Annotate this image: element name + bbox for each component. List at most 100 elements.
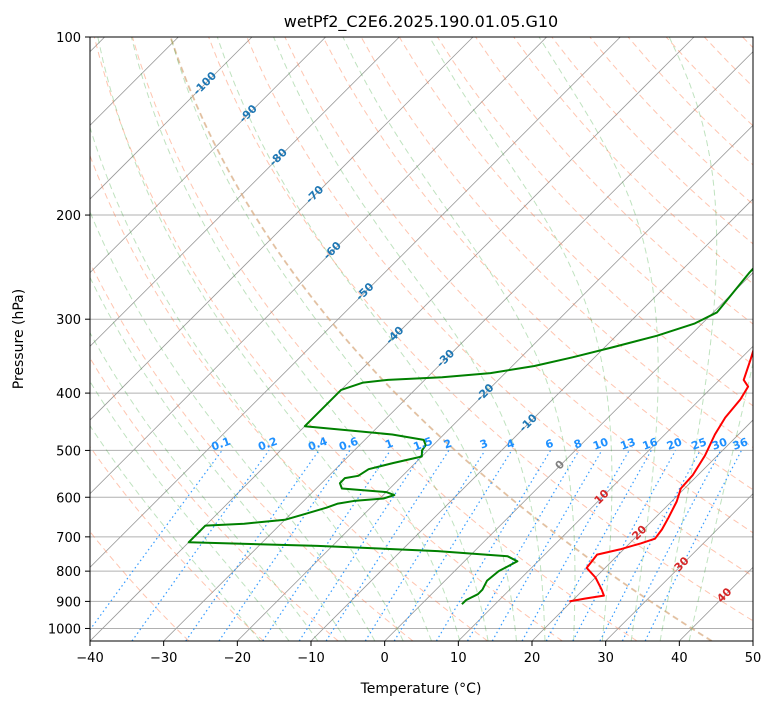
mixing-ratio-line (572, 450, 677, 641)
moist-adiabat (90, 210, 376, 641)
mixing-ratio-label: 1.5 (412, 435, 435, 454)
skewed-isotherm (90, 37, 621, 568)
dry-adiabat (90, 261, 414, 641)
skewed-isotherm-gridlines (90, 37, 753, 641)
skewed-isotherm (310, 198, 753, 641)
dry-adiabat (475, 37, 753, 325)
temperature-profile (569, 348, 753, 603)
y-tick-label: 800 (56, 565, 81, 580)
y-axis-ticks: 100 200 300 400 500 600 700 800 900 1000 (48, 31, 90, 637)
y-tick-label: 200 (56, 209, 81, 224)
skewed-isotherm (531, 419, 753, 641)
dry-adiabat (322, 37, 753, 491)
mixing-ratio-label: 30 (710, 435, 729, 453)
mixing-ratio-label: 16 (641, 435, 660, 453)
dewpoint-profile (187, 267, 753, 605)
moist-adiabat (429, 37, 613, 641)
moist-adiabat (273, 37, 546, 641)
x-tick-label: −30 (150, 651, 177, 666)
mixing-ratio-label: 0.1 (210, 435, 233, 454)
mixing-ratio-line (364, 450, 486, 641)
mixing-ratio-label: 20 (665, 435, 684, 453)
moist-adiabat (659, 37, 718, 641)
mixing-ratio-line (393, 450, 513, 641)
mixing-ratio-label: 2 (442, 437, 454, 452)
y-tick-label: 400 (56, 387, 81, 402)
moist-adiabat (538, 37, 659, 641)
x-axis-label: Temperature (°C) (360, 681, 482, 697)
moist-adiabat (90, 276, 347, 641)
skewed-isotherm (163, 51, 753, 641)
moist-adiabat (90, 424, 261, 641)
mixing-ratio-line (644, 450, 743, 641)
skewed-isotherm (384, 272, 753, 641)
mixing-ratio-label: 0.4 (306, 435, 329, 454)
moist-adiabats (90, 37, 753, 641)
mixing-ratio-label: 0.6 (337, 435, 360, 454)
sounding-profiles (187, 267, 753, 605)
mixing-ratio-label: 3 (478, 437, 490, 452)
y-tick-label: 900 (56, 595, 81, 610)
mixing-ratio-line (545, 450, 652, 641)
x-tick-label: 50 (745, 651, 762, 666)
skewed-isotherm (458, 345, 753, 641)
skewed-isotherm (605, 493, 753, 641)
y-tick-label: 700 (56, 531, 81, 546)
skewed-isotherm (90, 37, 474, 421)
mixing-ratio-label: 6 (544, 437, 556, 452)
mixing-ratio-line (185, 450, 320, 641)
mixing-ratio-line (218, 450, 351, 641)
moist-adiabat (90, 331, 319, 641)
mixing-ratio-label: 36 (731, 435, 750, 453)
dry-adiabat (131, 37, 638, 641)
moist-adiabat (97, 37, 432, 641)
mixing-ratio-line (325, 450, 450, 641)
moist-adiabat (688, 360, 753, 641)
mixing-ratio-label: 0.2 (256, 435, 279, 454)
mixing-ratio-label: 4 (505, 437, 517, 452)
pressure-gridlines (90, 37, 753, 629)
dry-adiabat (93, 37, 563, 641)
x-tick-label: 0 (381, 651, 389, 666)
dry-adiabat (90, 445, 264, 641)
reference-adiabat (169, 37, 713, 641)
x-tick-label: 30 (597, 651, 614, 666)
mixing-ratio-label: 8 (572, 437, 584, 452)
moist-adiabat (130, 37, 461, 641)
x-tick-label: −10 (297, 651, 324, 666)
x-tick-label: −20 (224, 651, 251, 666)
skewed-isotherm (90, 37, 253, 200)
x-tick-label: 20 (524, 651, 541, 666)
mixing-ratio-label: 1 (383, 437, 395, 452)
mixing-ratio-line (131, 450, 270, 641)
mixing-ratio-line (262, 450, 391, 641)
moist-adiabat (342, 37, 576, 641)
y-tick-label: 100 (56, 31, 81, 46)
moist-adiabat (170, 37, 489, 641)
moist-adiabat (216, 37, 517, 641)
x-tick-label: 10 (450, 651, 467, 666)
y-tick-label: 600 (56, 491, 81, 506)
y-tick-label: 300 (56, 313, 81, 328)
dry-adiabat (208, 37, 753, 622)
skewed-isotherm (90, 37, 547, 495)
chart-title: wetPf2_C2E6.2025.190.01.05.G10 (284, 12, 558, 32)
y-tick-label: 1000 (48, 622, 81, 637)
dry-adiabat (284, 37, 753, 534)
x-tick-label: −40 (76, 651, 103, 666)
mixing-ratio-line (298, 450, 425, 641)
mixing-ratio-line (435, 450, 552, 641)
mixing-ratio-label: 25 (690, 435, 709, 452)
moist-adiabat (90, 125, 404, 641)
dry-adiabat (513, 37, 753, 285)
x-tick-label: 40 (671, 651, 688, 666)
x-axis-ticks: −40 −30 −20 −10 0 10 20 30 40 50 (76, 641, 761, 666)
y-axis-label: Pressure (hPa) (11, 289, 27, 389)
skewed-isotherm (90, 37, 326, 274)
moist-adiabat (90, 380, 290, 641)
mixing-ratio-label: 13 (619, 435, 638, 452)
dry-adiabat (246, 37, 753, 577)
skewed-isotherm (237, 124, 753, 641)
